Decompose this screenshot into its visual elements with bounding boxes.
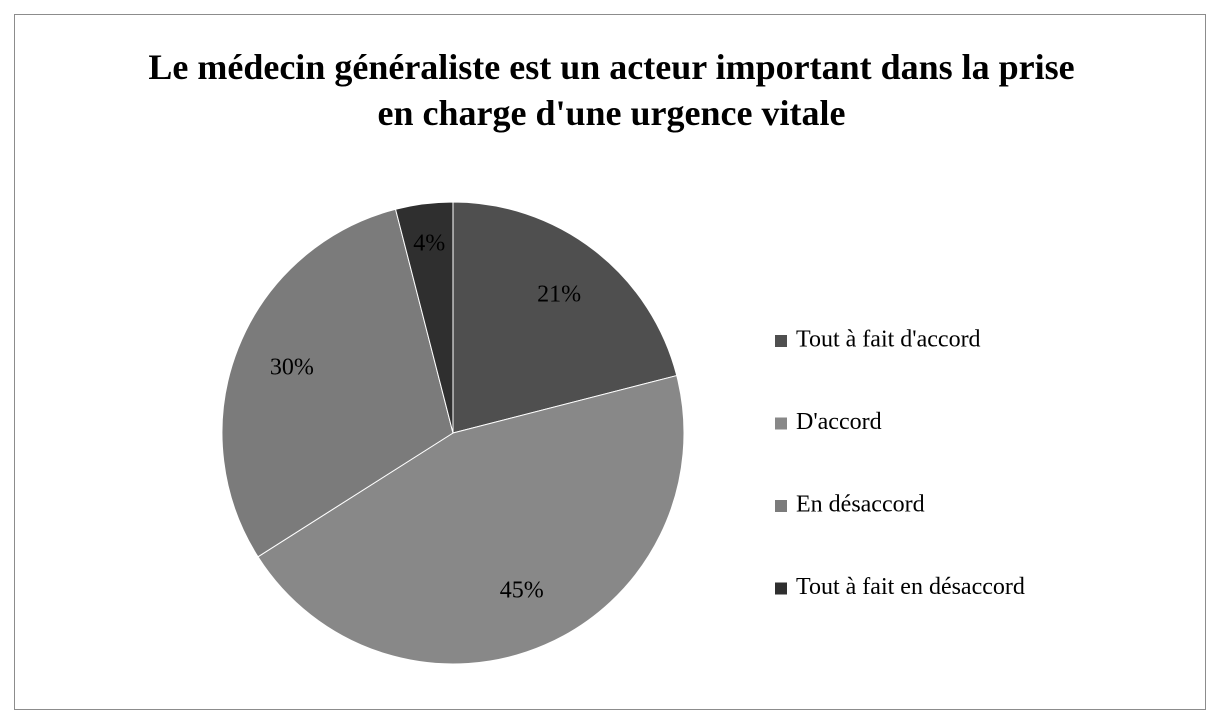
- legend-label: Tout à fait d'accord: [796, 327, 981, 353]
- pie-slice: [394, 201, 454, 434]
- data-label: 4%: [413, 231, 445, 257]
- legend-label: En désaccord: [796, 492, 925, 518]
- legend-swatch: [775, 335, 787, 347]
- pie-slice: [257, 374, 685, 665]
- legend-swatch: [775, 500, 787, 512]
- legend-label: Tout à fait en désaccord: [796, 574, 1025, 600]
- pie-slice: [452, 201, 678, 434]
- chart-title: Le médecin généraliste est un acteur imp…: [148, 47, 1075, 133]
- data-label: 21%: [537, 282, 581, 308]
- legend-label: D'accord: [796, 409, 882, 435]
- data-label: 45%: [500, 578, 544, 604]
- data-label: 30%: [270, 355, 314, 381]
- chart-frame: [14, 14, 1206, 710]
- legend-swatch: [775, 582, 787, 595]
- title-box: Le médecin généraliste est un acteur imp…: [0, 44, 1223, 136]
- legend-swatch: [775, 417, 787, 430]
- pie-slice: [221, 208, 454, 558]
